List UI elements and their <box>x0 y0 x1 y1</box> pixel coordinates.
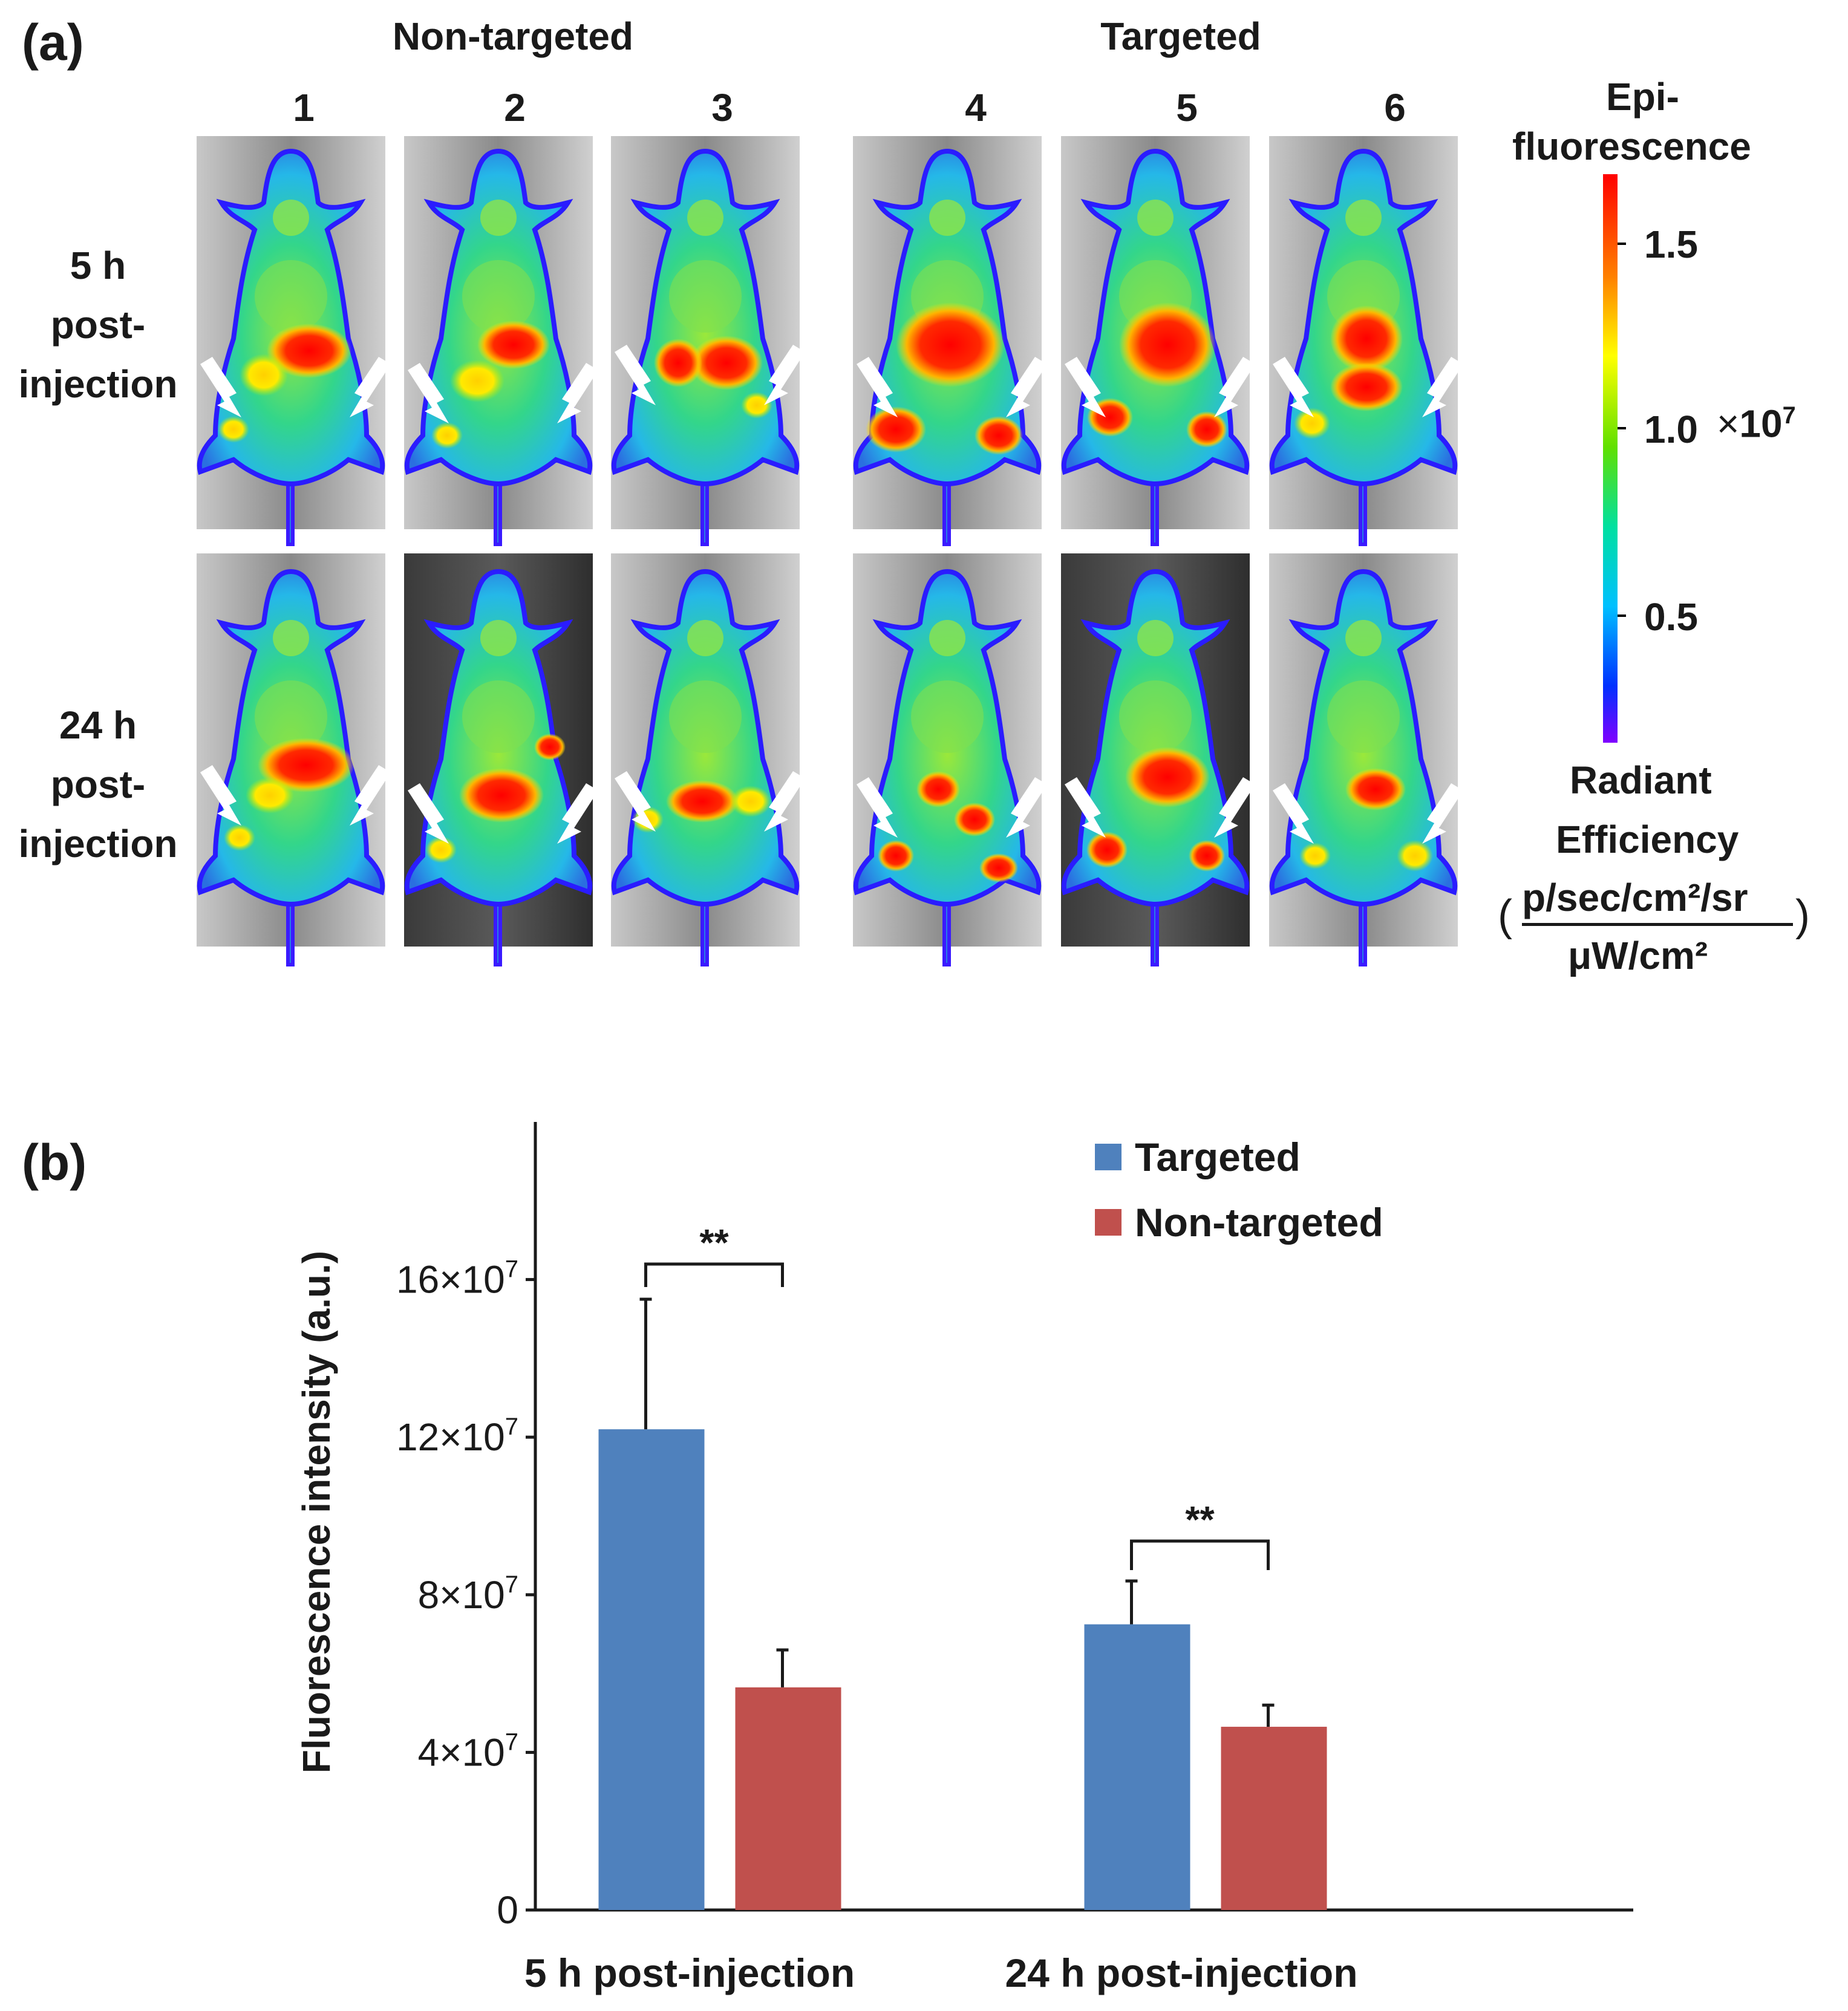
colorbar-title-line1: Epi- <box>1606 75 1679 119</box>
column-number-1: 1 <box>293 86 315 129</box>
significance-bracket-2 <box>1130 1539 1270 1570</box>
panel-a-label: (a) <box>22 14 84 71</box>
row-label-5h: 5 h post- injection <box>7 236 189 414</box>
x-tick-label-2: 24 h post-injection <box>1005 1951 1357 1995</box>
column-number-4: 4 <box>965 86 987 129</box>
group-title-targeted: Targeted <box>1100 15 1261 58</box>
y-tick-label-1: 4×107 <box>418 1729 518 1774</box>
mouse-images-grid <box>197 136 1463 980</box>
colorbar-title-line2: fluorescence <box>1512 125 1751 168</box>
bar-non-targeted-2 <box>1221 1727 1327 1910</box>
legend-item-targeted: Targeted <box>1095 1137 1301 1177</box>
panel-b-label: (b) <box>22 1134 87 1191</box>
column-number-6: 6 <box>1384 86 1406 129</box>
row-label-24h-line3: injection <box>18 822 178 865</box>
bar-targeted-1 <box>598 1429 705 1910</box>
colorbar <box>1603 174 1626 743</box>
y-tick-label-0: 0 <box>497 1888 518 1932</box>
colorbar-unit-line2: Efficiency <box>1556 818 1739 861</box>
row-label-24h-line2: post- <box>50 763 146 806</box>
column-number-5: 5 <box>1176 86 1198 129</box>
colorbar-multiplier-times: × <box>1717 402 1740 446</box>
significance-label-1: ** <box>699 1222 729 1264</box>
colorbar-unit-line1: Radiant <box>1570 758 1712 802</box>
significance-label-2: ** <box>1185 1499 1215 1541</box>
legend-swatch-targeted <box>1095 1144 1122 1170</box>
colorbar-multiplier-exp: 7 <box>1782 402 1796 429</box>
row-label-24h-line1: 24 h <box>59 703 137 747</box>
significance-bracket-1 <box>644 1262 784 1287</box>
y-tick-label-3: 12×107 <box>396 1413 518 1459</box>
x-tick-label-1: 5 h post-injection <box>524 1951 855 1995</box>
legend-swatch-non-targeted <box>1095 1209 1122 1236</box>
y-tick-label-2: 8×107 <box>418 1571 518 1617</box>
legend-label-targeted: Targeted <box>1135 1135 1301 1179</box>
bar-non-targeted-1 <box>735 1687 841 1910</box>
bar-targeted-2 <box>1084 1624 1190 1910</box>
colorbar-tick-0-5: 0.5 <box>1644 595 1698 639</box>
colorbar-unit-denominator: μW/cm² <box>1568 934 1708 977</box>
colorbar-tick-1-0: 1.0 <box>1644 408 1698 451</box>
colorbar-unit-fraction-line <box>1522 923 1793 926</box>
group-title-non-targeted: Non-targeted <box>392 15 634 58</box>
column-number-3: 3 <box>711 86 733 129</box>
colorbar-unit-numerator: p/sec/cm²/sr <box>1522 876 1748 919</box>
colorbar-tick-1-5: 1.5 <box>1644 223 1698 266</box>
row-label-5h-line2: post- <box>50 303 146 347</box>
row-label-24h: 24 h post- injection <box>7 696 189 873</box>
colorbar-multiplier-base: 10 <box>1739 402 1783 446</box>
legend-label-non-targeted: Non-targeted <box>1135 1200 1383 1245</box>
column-number-2: 2 <box>504 86 526 129</box>
legend-item-non-targeted: Non-targeted <box>1095 1202 1383 1242</box>
y-axis-label: Fluorescence intensity (a.u.) <box>295 1251 338 1773</box>
row-label-5h-line3: injection <box>18 362 178 406</box>
y-tick-label-4: 16×107 <box>396 1256 518 1302</box>
colorbar-unit-close-paren: ) <box>1795 891 1810 940</box>
colorbar-multiplier: ×107 <box>1717 402 1796 446</box>
colorbar-unit-open-paren: ( <box>1498 891 1512 940</box>
row-label-5h-line1: 5 h <box>70 244 126 287</box>
